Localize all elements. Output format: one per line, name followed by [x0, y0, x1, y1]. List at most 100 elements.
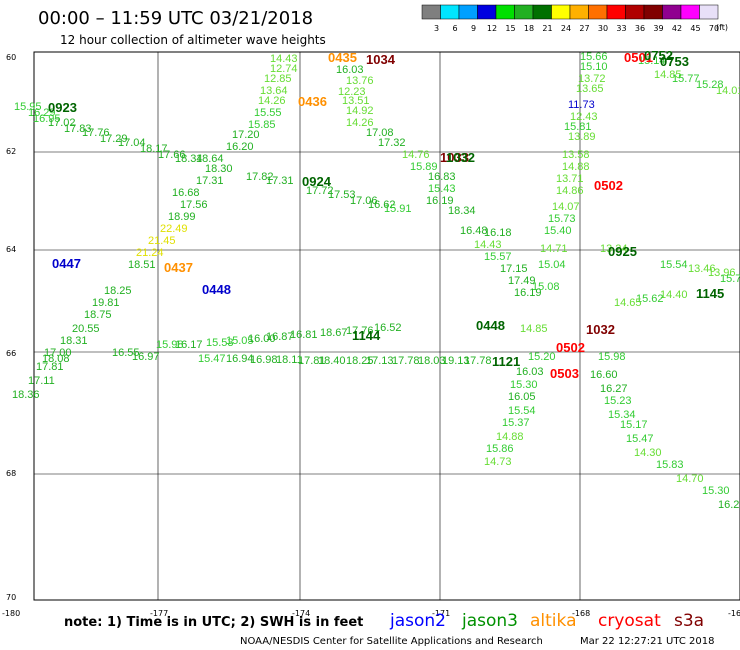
x-tick-label: -177 [150, 609, 168, 618]
wave-height-value: 17.31 [196, 175, 224, 187]
wave-height-value: 15.23 [604, 395, 632, 407]
wave-height-value: 17.76 [82, 127, 110, 139]
wave-height-value: 15.98 [156, 339, 184, 351]
colorbar-swatch [569, 4, 589, 20]
wave-height-value: 14.85 [520, 323, 548, 335]
wave-height-value: 18.25 [104, 285, 132, 297]
wave-height-value: 15.37 [502, 417, 530, 429]
wave-height-value: 16.87 [266, 331, 294, 343]
wave-height-value: 17.29 [100, 133, 128, 145]
wave-height-value: 16.68 [172, 187, 200, 199]
wave-height-value: 14.88 [496, 431, 524, 443]
colorbar-swatch [477, 4, 497, 20]
wave-height-value: 15.62 [636, 293, 664, 305]
wave-height-value: 16.26 [718, 499, 740, 511]
wave-height-value: 15.28 [696, 79, 724, 91]
map-title: 00:00 – 11:59 UTC 03/21/2018 [38, 8, 313, 29]
wave-height-value: 17.82 [246, 171, 274, 183]
pass-time-label: 0923 [48, 100, 77, 115]
colorbar-label: 70 [709, 24, 719, 33]
x-tick-label: -171 [432, 609, 450, 618]
wave-height-value: 13.64 [260, 85, 288, 97]
colorbar-swatch [625, 4, 645, 20]
wave-height-value: 18.30 [205, 163, 233, 175]
wave-height-value: 16.48 [460, 225, 488, 237]
wave-height-value: 17.31 [266, 175, 294, 187]
wave-height-value: 15.04 [538, 259, 566, 271]
map-subtitle: 12 hour collection of altimeter wave hei… [60, 33, 326, 47]
pass-time-label: 0436 [298, 94, 327, 109]
pass-time-label: 0502 [594, 178, 623, 193]
wave-height-value: 21.45 [148, 235, 176, 247]
y-tick-label: 62 [6, 147, 16, 156]
colorbar-swatch [532, 4, 552, 20]
wave-height-value: 17.81 [36, 361, 64, 373]
wave-height-value: 15.66 [580, 51, 608, 63]
wave-height-value: 18.08 [42, 353, 70, 365]
colorbar-swatch [551, 4, 571, 20]
y-tick-label: 68 [6, 469, 16, 478]
wave-height-value: 18.25 [346, 355, 374, 367]
colorbar-label: 6 [452, 24, 457, 33]
wave-height-value: 17.08 [366, 127, 394, 139]
wave-height-value: 15.47 [198, 353, 226, 365]
wave-height-value: 18.75 [84, 309, 112, 321]
wave-height-value: 15.74 [720, 273, 740, 285]
wave-height-value: 15.10 [580, 61, 608, 73]
colorbar-swatch [680, 4, 700, 20]
wave-height-value: 16.27 [600, 383, 628, 395]
wave-height-value: 15.73 [548, 213, 576, 225]
wave-height-value: 17.15 [500, 263, 528, 275]
wave-height-value: 16.17 [175, 339, 203, 351]
pass-time-label: 0503 [550, 366, 579, 381]
wave-height-value: 14.40 [660, 289, 688, 301]
wave-height-value: 15.14 [638, 55, 666, 67]
colorbar-unit: (ft) [716, 23, 728, 32]
wave-height-value: 18.17 [140, 143, 168, 155]
wave-height-value: 16.83 [428, 171, 456, 183]
pass-time-label: 1144 [352, 328, 381, 343]
wave-height-value: 15.54 [508, 405, 536, 417]
wave-height-value: 17.06 [350, 195, 378, 207]
colorbar-label: 9 [471, 24, 476, 33]
x-tick-label: -180 [2, 609, 20, 618]
wave-height-value: 16.03 [516, 366, 544, 378]
wave-height-value: 13.58 [562, 149, 590, 161]
wave-height-value: 14.43 [474, 239, 502, 251]
wave-height-value: 18.34 [175, 153, 203, 165]
wave-height-value: 13.51 [342, 95, 370, 107]
legend-jason2: jason2 [389, 611, 446, 631]
wave-height-value: 12.43 [570, 111, 598, 123]
pass-time-label: 0448 [202, 282, 231, 297]
wave-height-value: 16.94 [226, 353, 254, 365]
wave-height-value: 14.26 [346, 117, 374, 129]
credit-timestamp: Mar 22 12:27:21 UTC 2018 [580, 636, 715, 647]
wave-height-value: 15.55 [254, 107, 282, 119]
pass-time-label: 0753 [660, 54, 689, 69]
colorbar-label: 3 [434, 24, 439, 33]
colorbar-label: 21 [542, 24, 552, 33]
wave-height-value: 14.88 [562, 161, 590, 173]
wave-height-value: 15.43 [428, 183, 456, 195]
wave-height-value: 16.60 [590, 369, 618, 381]
wave-height-value: 17.11 [28, 375, 55, 387]
wave-height-value: 15.40 [544, 225, 572, 237]
wave-height-value: 12.23 [338, 86, 366, 98]
pass-time-label: 0752 [644, 48, 673, 63]
wave-height-value: 14.92 [346, 105, 374, 117]
colorbar-label: 45 [690, 24, 700, 33]
wave-height-value: 16.98 [250, 354, 278, 366]
colorbar-label: 12 [487, 24, 497, 33]
wave-height-value: 14.65 [614, 297, 642, 309]
wave-height-value: 16.95 [33, 113, 61, 125]
pass-time-label: 1033 [440, 150, 469, 165]
colorbar-label: 30 [598, 24, 608, 33]
pass-time-label: 0447 [52, 256, 81, 271]
wave-height-value: 18.11 [276, 354, 303, 366]
y-tick-label: 66 [6, 349, 16, 358]
wave-height-value: 16.55 [112, 347, 140, 359]
wave-height-value: 18.34 [448, 205, 476, 217]
wave-height-value: 16.00 [248, 333, 276, 345]
